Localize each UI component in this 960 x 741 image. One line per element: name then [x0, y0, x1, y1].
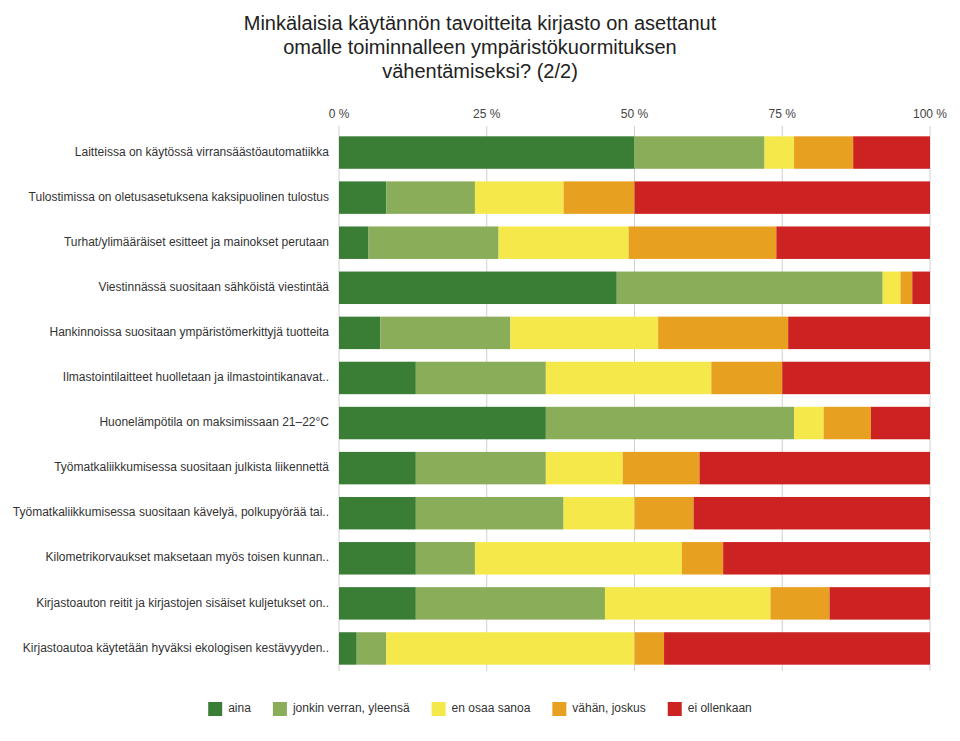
bar-segment — [912, 272, 930, 304]
tick-label: 0 % — [329, 107, 350, 121]
legend-swatch — [668, 702, 682, 716]
bar-segment — [635, 136, 765, 168]
bar-segment — [416, 452, 546, 484]
bar-segment — [339, 181, 386, 213]
bar-segment — [629, 226, 777, 258]
bar-segment — [386, 181, 475, 213]
bar-segment — [900, 272, 912, 304]
x-axis: 0 % 25 % 50 % 75 % 100 % — [329, 107, 948, 121]
tick-label: 100 % — [913, 107, 947, 121]
bar-segment — [380, 317, 510, 349]
bar-segment — [635, 632, 665, 664]
bar-segment — [339, 407, 546, 439]
bar-segment — [339, 452, 416, 484]
category-label: Huonelämpötila on maksimissaan 21–22°C — [99, 415, 329, 429]
bar-segment — [339, 317, 380, 349]
category-label: Turhat/ylimääräiset esitteet ja mainokse… — [64, 235, 329, 249]
bar-segment — [782, 362, 930, 394]
legend-swatch — [552, 702, 566, 716]
bar-segment — [658, 317, 788, 349]
category-label: Laitteissa on käytössä virransäästöautom… — [75, 145, 329, 159]
legend-label: aina — [228, 701, 251, 715]
grid — [339, 126, 930, 671]
bar-segment — [883, 272, 901, 304]
bar-segment — [339, 542, 416, 574]
category-label: Viestinnässä suositaan sähköistä viestin… — [98, 280, 329, 294]
tick-label: 50 % — [621, 107, 649, 121]
bar-segment — [770, 587, 829, 619]
bar-segment — [694, 497, 930, 529]
bar-segment — [617, 272, 883, 304]
bar-segment — [664, 632, 930, 664]
bar-segment — [546, 407, 794, 439]
tick-label: 25 % — [473, 107, 501, 121]
bar-segment — [830, 587, 930, 619]
legend-label: jonkin verran, yleensä — [292, 701, 410, 715]
bar-segment — [635, 181, 931, 213]
bar-segment — [546, 452, 623, 484]
category-label: Hankinnoissa suositaan ympäristömerkitty… — [50, 325, 330, 339]
category-label: Kirjastoautoa käytetään hyväksi ekologis… — [23, 641, 329, 655]
legend-label: vähän, joskus — [572, 701, 645, 715]
bar-segment — [369, 226, 499, 258]
bar-segment — [416, 497, 564, 529]
category-label: Tulostimissa on oletusasetuksena kaksipu… — [29, 190, 329, 204]
bar-segment — [564, 181, 635, 213]
legend-swatch — [273, 702, 287, 716]
background — [0, 0, 960, 741]
bar-segment — [416, 587, 605, 619]
legend-label: ei ollenkaan — [688, 701, 752, 715]
bar-segment — [510, 317, 658, 349]
y-axis-labels: Laitteissa on käytössä virransäästöautom… — [13, 145, 329, 655]
category-label: Työmatkaliikkumisessa suositaan kävelyä,… — [13, 505, 329, 519]
bar-segment — [499, 226, 629, 258]
bar-segment — [339, 136, 635, 168]
bar-segment — [723, 542, 930, 574]
category-label: Kilometrikorvaukset maksetaan myös toise… — [46, 550, 329, 564]
category-label: Kirjastoauton reitit ja kirjastojen sisä… — [36, 596, 329, 610]
bar-segment — [339, 497, 416, 529]
bar-segment — [339, 226, 369, 258]
bar-segment — [416, 542, 475, 574]
bar-segment — [546, 362, 711, 394]
bar-segment — [339, 362, 416, 394]
bar-segment — [564, 497, 635, 529]
tick-label: 75 % — [769, 107, 797, 121]
bar-segment — [357, 632, 387, 664]
bar-segment — [871, 407, 930, 439]
title: Minkälaisia käytännön tavoitteita kirjas… — [244, 12, 717, 82]
bar-segment — [776, 226, 930, 258]
bar-segment — [339, 632, 357, 664]
category-label: Ilmastointilaitteet huolletaan ja ilmast… — [63, 370, 329, 384]
bar-segment — [386, 632, 634, 664]
legend-swatch — [432, 702, 446, 716]
bar-segment — [682, 542, 723, 574]
bar-segment — [824, 407, 871, 439]
chart: Minkälaisia käytännön tavoitteita kirjas… — [0, 0, 960, 741]
bar-segment — [794, 136, 853, 168]
legend-label: en osaa sanoa — [452, 701, 531, 715]
bar-segment — [416, 362, 546, 394]
bar-segment — [794, 407, 824, 439]
bars — [339, 136, 930, 664]
bar-segment — [623, 452, 700, 484]
bar-segment — [339, 272, 617, 304]
legend: aina jonkin verran, yleensä en osaa sanoa v… — [208, 701, 752, 716]
bar-segment — [605, 587, 770, 619]
bar-segment — [711, 362, 782, 394]
bar-segment — [788, 317, 930, 349]
category-label: Työmatkaliikkumisessa suositaan julkista… — [54, 460, 329, 474]
bar-segment — [475, 542, 682, 574]
bar-segment — [635, 497, 694, 529]
bar-segment — [853, 136, 930, 168]
bar-segment — [475, 181, 564, 213]
bar-segment — [765, 136, 795, 168]
bar-segment — [339, 587, 416, 619]
legend-swatch — [208, 702, 222, 716]
bar-segment — [700, 452, 930, 484]
